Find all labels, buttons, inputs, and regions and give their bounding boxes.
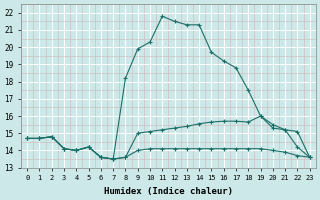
X-axis label: Humidex (Indice chaleur): Humidex (Indice chaleur) <box>104 187 233 196</box>
